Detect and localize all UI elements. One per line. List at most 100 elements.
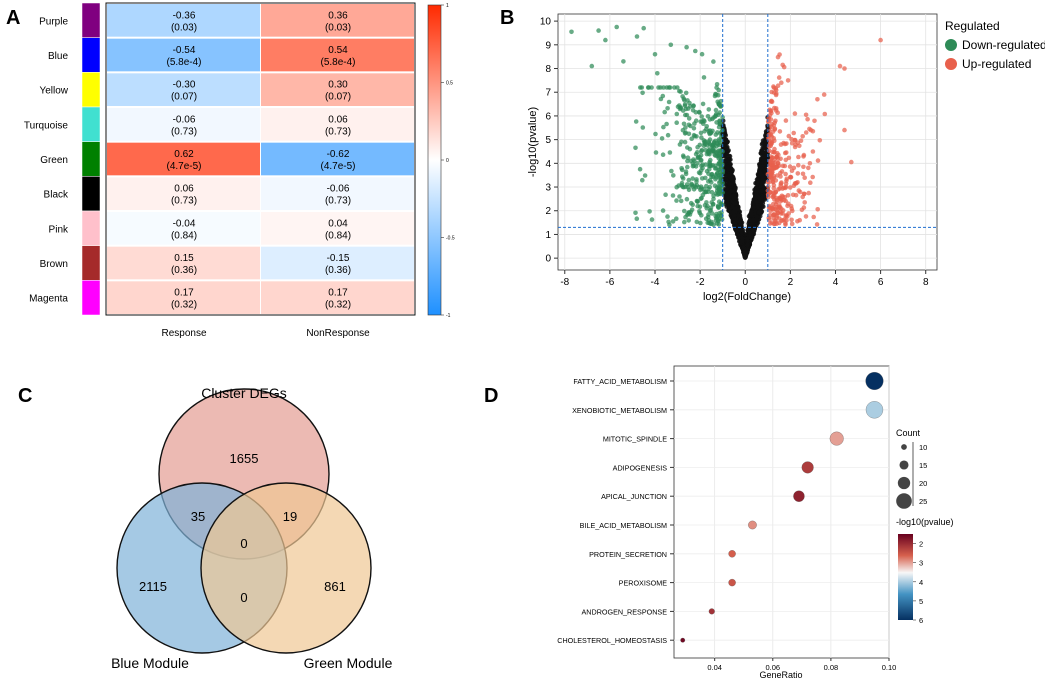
volcano-point-down <box>671 173 676 178</box>
volcano-point-down <box>704 124 709 129</box>
dotplot-dot <box>865 372 884 390</box>
volcano-point-down <box>699 147 705 153</box>
volcano-point-down <box>695 155 701 161</box>
volcano-point-up <box>793 142 798 147</box>
volcano-point-down <box>679 166 684 171</box>
volcano-x-tick-label: -6 <box>605 277 614 288</box>
volcano-point-down <box>701 118 706 123</box>
dotplot-term-label: PROTEIN_SECRETION <box>589 550 667 559</box>
volcano-point-up <box>790 208 795 214</box>
dotplot-size-legend-label: 15 <box>919 461 927 470</box>
volcano-point-neutral <box>730 181 736 187</box>
heatmap-cell-blue-response <box>107 38 260 72</box>
volcano-point-neutral <box>723 158 729 163</box>
volcano-point-down <box>679 180 685 186</box>
volcano-point-down <box>695 203 700 209</box>
volcano-x-tick-label: 8 <box>923 277 929 288</box>
heatmap-rows: Purple-0.36(0.03)0.36(0.03)Blue-0.54(5.8… <box>24 2 414 316</box>
module-swatch-turquoise <box>81 106 101 142</box>
volcano-y-tick-label: 2 <box>545 206 551 217</box>
volcano-point-up <box>770 155 775 160</box>
heatmap-value-yellow-response: -0.30 <box>173 80 196 91</box>
dotplot-color-legend-tick-label: 4 <box>919 578 923 587</box>
volcano-point-up <box>776 75 782 80</box>
volcano-point-down <box>705 203 710 209</box>
volcano-point-down <box>685 164 690 170</box>
heatmap-pvalue-green-response: (4.7e-5) <box>166 161 201 172</box>
volcano-point-down <box>684 44 689 50</box>
volcano-point-up <box>878 37 883 43</box>
volcano-point-down <box>703 175 708 181</box>
volcano-point-neutral <box>734 224 740 229</box>
dotplot-term-label: APICAL_JUNCTION <box>601 492 667 501</box>
venn-count-cluster-only: 1655 <box>230 451 259 466</box>
heatmap-pvalue-black-response: (0.73) <box>171 196 197 207</box>
volcano-point-up <box>772 206 778 212</box>
volcano-point-up <box>803 130 809 135</box>
heatmap-cell-brown-nonresponse <box>261 246 414 280</box>
dotplot-size-legend-label: 20 <box>919 479 927 488</box>
volcano-point-up <box>786 133 792 139</box>
volcano-point-down <box>633 145 638 151</box>
heatmap-pvalue-blue-nonresponse: (5.8e-4) <box>320 57 355 68</box>
volcano-point-up <box>783 222 788 227</box>
volcano-point-up <box>842 66 847 71</box>
volcano-point-down <box>720 114 725 120</box>
volcano-point-up <box>801 164 806 170</box>
volcano-y-tick-label: 10 <box>540 17 552 28</box>
volcano-point-neutral <box>723 137 728 143</box>
volcano-point-down <box>674 184 679 190</box>
volcano-legend-label-down: Down-regulated <box>962 38 1045 52</box>
module-label-brown: Brown <box>40 259 68 270</box>
heatmap-cell-brown-response <box>107 246 260 280</box>
volcano-point-down <box>684 112 690 118</box>
volcano-point-up <box>774 221 779 226</box>
heatmap-cell-turquoise-nonresponse <box>261 108 414 141</box>
colorbar-tick-label: -1 <box>446 313 451 319</box>
heatmap-pvalue-turquoise-nonresponse: (0.73) <box>325 126 351 137</box>
volcano-point-up <box>785 193 791 198</box>
volcano-point-up <box>766 136 771 142</box>
dotplot-term-labels: FATTY_ACID_METABOLISM XENOBIOTIC_METABOLI… <box>557 377 674 645</box>
heatmap-value-blue-response: -0.54 <box>173 45 196 56</box>
heatmap-border <box>105 2 416 316</box>
heatmap-cell-pink-response <box>107 212 260 245</box>
heatmap-value-black-response: 0.06 <box>174 184 194 195</box>
volcano-point-down <box>682 139 688 145</box>
volcano-point-down <box>716 124 722 130</box>
volcano-point-down <box>674 111 680 117</box>
volcano-point-neutral <box>720 131 726 137</box>
volcano-point-down <box>717 153 723 158</box>
dotplot-size-legend-title: Count <box>896 428 921 438</box>
heatmap-value-pink-nonresponse: 0.04 <box>328 218 348 229</box>
volcano-y-tick-label: 5 <box>545 135 551 146</box>
volcano-point-up <box>780 218 786 223</box>
volcano-point-neutral <box>757 209 762 215</box>
volcano-point-down <box>690 176 695 181</box>
volcano-point-down <box>716 188 722 193</box>
volcano-point-down <box>662 109 667 115</box>
volcano-legend-label-up: Up-regulated <box>962 57 1031 71</box>
dotplot-x-tick-label: 0.06 <box>765 663 780 672</box>
volcano-point-up <box>773 92 779 98</box>
volcano-point-up <box>780 163 786 169</box>
volcano-point-neutral <box>763 158 769 164</box>
volcano-point-down <box>653 150 659 155</box>
heatmap-pvalue-green-nonresponse: (4.7e-5) <box>320 161 355 172</box>
volcano-point-down <box>709 180 714 185</box>
dotplot-term-label: BILE_ACID_METABOLISM <box>580 521 667 530</box>
heatmap-col-label-nonresponse: NonResponse <box>306 328 370 339</box>
volcano-point-up <box>774 165 779 170</box>
volcano-point-neutral <box>739 236 745 241</box>
volcano-point-up <box>777 52 782 57</box>
volcano-point-down <box>667 222 672 227</box>
panel-a-heatmap: Purple-0.36(0.03)0.36(0.03)Blue-0.54(5.8… <box>24 2 455 339</box>
panel-b-volcano: -8 -6 -4 -2 0 2 4 6 8 0 1 2 3 4 5 6 7 8 9 10 log2(FoldChan… <box>527 13 1045 303</box>
volcano-point-down <box>596 28 601 33</box>
heatmap-pvalue-pink-response: (0.84) <box>171 230 197 241</box>
dotplot-x-tick-label: 0.08 <box>824 663 839 672</box>
volcano-point-down <box>686 218 691 223</box>
volcano-point-down <box>665 214 670 219</box>
heatmap-cell-purple-response <box>107 4 260 37</box>
volcano-point-down <box>713 107 719 113</box>
